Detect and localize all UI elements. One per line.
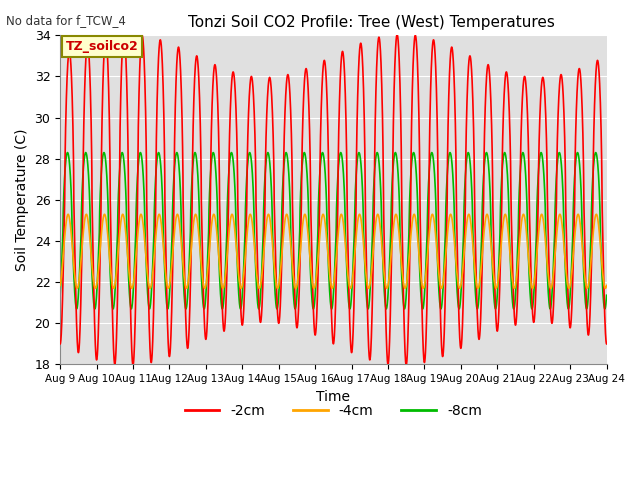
-2cm xyxy=(120,32,128,37)
X-axis label: Time: Time xyxy=(316,390,350,404)
Text: TZ_soilco2: TZ_soilco2 xyxy=(66,40,138,53)
-4cm xyxy=(118,212,126,217)
-8cm xyxy=(289,291,297,297)
-2cm xyxy=(290,254,298,260)
-8cm xyxy=(534,192,541,198)
-4cm xyxy=(534,246,541,252)
-4cm xyxy=(56,283,64,288)
-8cm xyxy=(118,150,126,156)
-2cm xyxy=(56,341,64,347)
-4cm xyxy=(266,215,273,220)
Line: -4cm: -4cm xyxy=(60,214,607,288)
-4cm xyxy=(151,245,159,251)
-2cm xyxy=(152,226,159,231)
-8cm xyxy=(603,292,611,298)
-4cm xyxy=(289,274,297,279)
Title: Tonzi Soil CO2 Profile: Tree (West) Temperatures: Tonzi Soil CO2 Profile: Tree (West) Temp… xyxy=(188,15,555,30)
-2cm xyxy=(266,75,274,81)
Text: No data for f_TCW_4: No data for f_TCW_4 xyxy=(6,14,126,27)
-2cm xyxy=(603,341,611,347)
-8cm xyxy=(310,306,317,312)
-2cm xyxy=(118,44,126,49)
-8cm xyxy=(56,292,64,298)
Line: -8cm: -8cm xyxy=(60,153,607,309)
-2cm xyxy=(534,236,541,241)
-8cm xyxy=(300,150,308,156)
Line: -2cm: -2cm xyxy=(60,35,607,365)
-4cm xyxy=(410,211,418,217)
-4cm xyxy=(593,211,600,217)
-8cm xyxy=(593,150,600,156)
-4cm xyxy=(401,286,409,291)
-4cm xyxy=(603,283,611,288)
-2cm xyxy=(593,66,600,72)
-8cm xyxy=(266,159,273,165)
-2cm xyxy=(129,362,137,368)
Legend: -2cm, -4cm, -8cm: -2cm, -4cm, -8cm xyxy=(179,398,488,423)
-8cm xyxy=(151,191,159,196)
Y-axis label: Soil Temperature (C): Soil Temperature (C) xyxy=(15,129,29,271)
